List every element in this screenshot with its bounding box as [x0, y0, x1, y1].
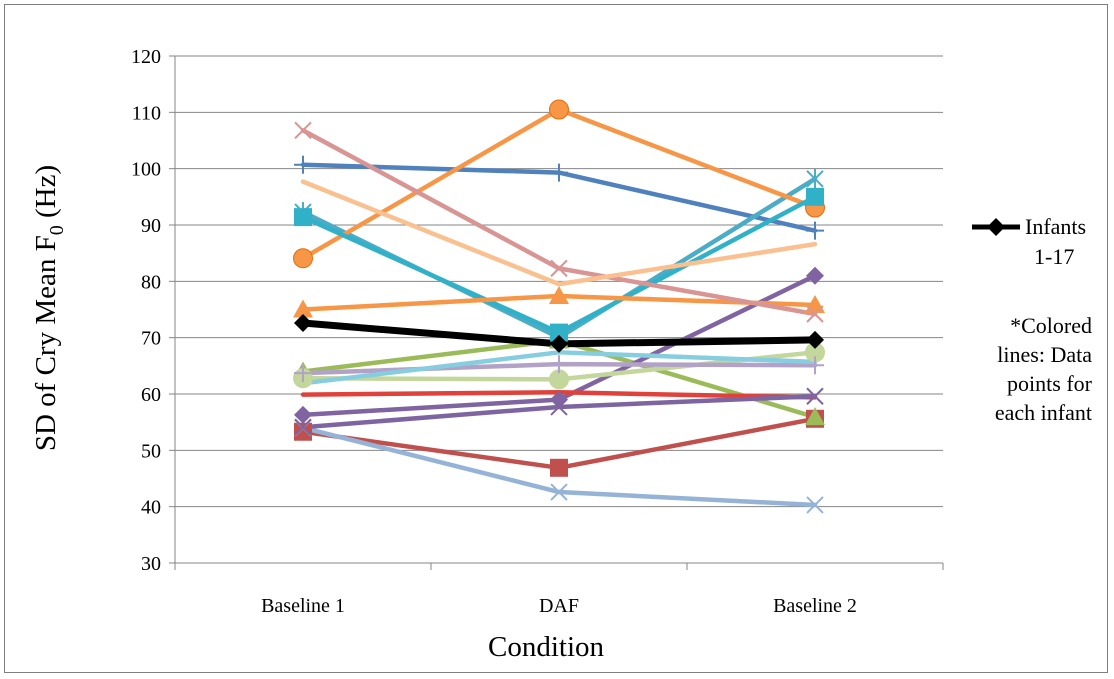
data-point [550, 334, 568, 353]
legend-note-line4: each infant [995, 400, 1092, 425]
data-point [294, 121, 312, 140]
legend: Infants 1-17 *Colored lines: Data points… [972, 214, 1093, 425]
y-tick-label: 40 [141, 497, 161, 519]
data-point [550, 398, 568, 416]
data-point [294, 405, 312, 424]
data-point [294, 314, 312, 333]
gridlines [175, 55, 943, 508]
data-point [806, 168, 824, 189]
data-point [550, 458, 568, 477]
data-point [294, 418, 312, 436]
data-point [294, 208, 312, 227]
legend-note-line2: lines: Data [997, 342, 1092, 367]
legend-label-line1: Infants [1025, 214, 1086, 239]
data-point [294, 155, 312, 174]
data-point [806, 187, 824, 206]
data-point [806, 221, 824, 240]
y-tick-label: 110 [132, 102, 161, 124]
data-point [550, 355, 568, 374]
data-point [806, 496, 824, 514]
legend-diamond-marker [987, 218, 1005, 236]
axes [169, 55, 944, 570]
x-tick-label: Baseline 2 [773, 595, 857, 617]
data-point [805, 407, 825, 426]
series-line [300, 179, 818, 287]
data-point [549, 99, 569, 120]
data-point [550, 390, 568, 409]
y-tick-label: 30 [141, 553, 161, 575]
y-tick-label: 80 [141, 271, 161, 293]
x-tick-label: DAF [539, 595, 579, 617]
x-tick-label: Baseline 1 [261, 595, 345, 617]
data-point [806, 266, 824, 285]
y-tick-label: 70 [141, 328, 161, 350]
data-point [293, 299, 313, 318]
data-point [293, 248, 313, 269]
data-point [294, 364, 312, 383]
y-axis-title-unit: (Hz) [30, 165, 62, 225]
x-tick-labels: Baseline 1 DAF Baseline 2 [261, 595, 857, 617]
data-point [806, 330, 824, 349]
y-axis-title: SD of Cry Mean F0 (Hz) [30, 165, 68, 451]
y-tick-label: 90 [141, 215, 161, 237]
legend-label-line2: 1-17 [1034, 244, 1074, 269]
data-point [550, 163, 568, 182]
y-tick-label: 100 [131, 159, 161, 181]
y-axis-title-subscript: 0 [46, 225, 68, 235]
data-point [294, 422, 312, 441]
y-tick-labels: 30 40 50 60 70 80 90 100 110 120 [131, 46, 161, 575]
data-point [806, 356, 824, 375]
y-tick-label: 120 [131, 46, 161, 68]
y-axis-title-main: SD of Cry Mean F [30, 235, 62, 451]
data-point [550, 323, 568, 342]
series-markers [293, 99, 825, 514]
data-point [550, 483, 568, 501]
data-point [806, 305, 824, 323]
y-tick-label: 60 [141, 384, 161, 406]
legend-note-line1: *Colored [1010, 313, 1092, 338]
data-point [806, 387, 824, 405]
data-point [549, 285, 569, 304]
x-axis-title: Condition [488, 631, 605, 663]
legend-note-line3: points for [1007, 371, 1093, 396]
data-point [550, 259, 568, 278]
y-tick-label: 50 [141, 440, 161, 462]
chart-frame [4, 4, 1108, 673]
